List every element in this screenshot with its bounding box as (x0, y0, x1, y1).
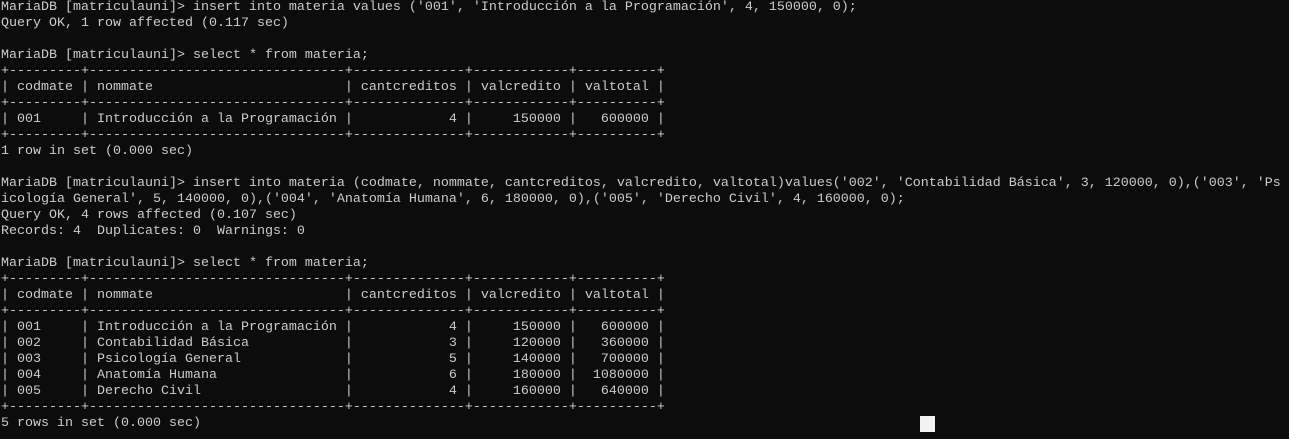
terminal-line: +---------+-----------------------------… (1, 64, 665, 79)
terminal-line (1, 32, 1281, 48)
terminal-output[interactable]: MariaDB [matriculauni]> insert into mate… (1, 0, 1281, 432)
terminal-line: | 005 | Derecho Civil | 4 | 160000 | 640… (1, 384, 665, 399)
terminal-line: +---------+-----------------------------… (1, 128, 665, 143)
terminal-line: Query OK, 4 rows affected (0.107 sec) (1, 208, 297, 223)
terminal-line: | 003 | Psicología General | 5 | 140000 … (1, 352, 665, 367)
terminal-line: +---------+-----------------------------… (1, 304, 665, 319)
terminal-line: Query OK, 1 row affected (0.117 sec) (1, 16, 289, 31)
terminal-line: | 001 | Introducción a la Programación |… (1, 112, 665, 127)
terminal-line: 1 row in set (0.000 sec) (1, 144, 193, 159)
terminal-line: | codmate | nommate | cantcreditos | val… (1, 80, 665, 95)
terminal-line: MariaDB [matriculauni]> select * from ma… (1, 48, 369, 63)
terminal-line: +---------+-----------------------------… (1, 400, 665, 415)
terminal-line: MariaDB [matriculauni]> insert into mate… (1, 0, 857, 15)
terminal-line: MariaDB [matriculauni]> select * from ma… (1, 256, 369, 271)
terminal-line: +---------+-----------------------------… (1, 272, 665, 287)
terminal-line: | 001 | Introducción a la Programación |… (1, 320, 665, 335)
terminal-line: 5 rows in set (0.000 sec) (1, 416, 201, 431)
text-cursor (920, 416, 935, 432)
terminal-line: icología General', 5, 140000, 0),('004',… (1, 192, 905, 207)
terminal-line: Records: 4 Duplicates: 0 Warnings: 0 (1, 224, 305, 239)
terminal-line: | 004 | Anatomía Humana | 6 | 180000 | 1… (1, 368, 665, 383)
terminal-line (1, 160, 1281, 176)
terminal-line: +---------+-----------------------------… (1, 96, 665, 111)
terminal-line: | codmate | nommate | cantcreditos | val… (1, 288, 665, 303)
terminal-line (1, 240, 1281, 256)
terminal-line: MariaDB [matriculauni]> insert into mate… (1, 176, 1281, 191)
terminal-line: | 002 | Contabilidad Básica | 3 | 120000… (1, 336, 665, 351)
